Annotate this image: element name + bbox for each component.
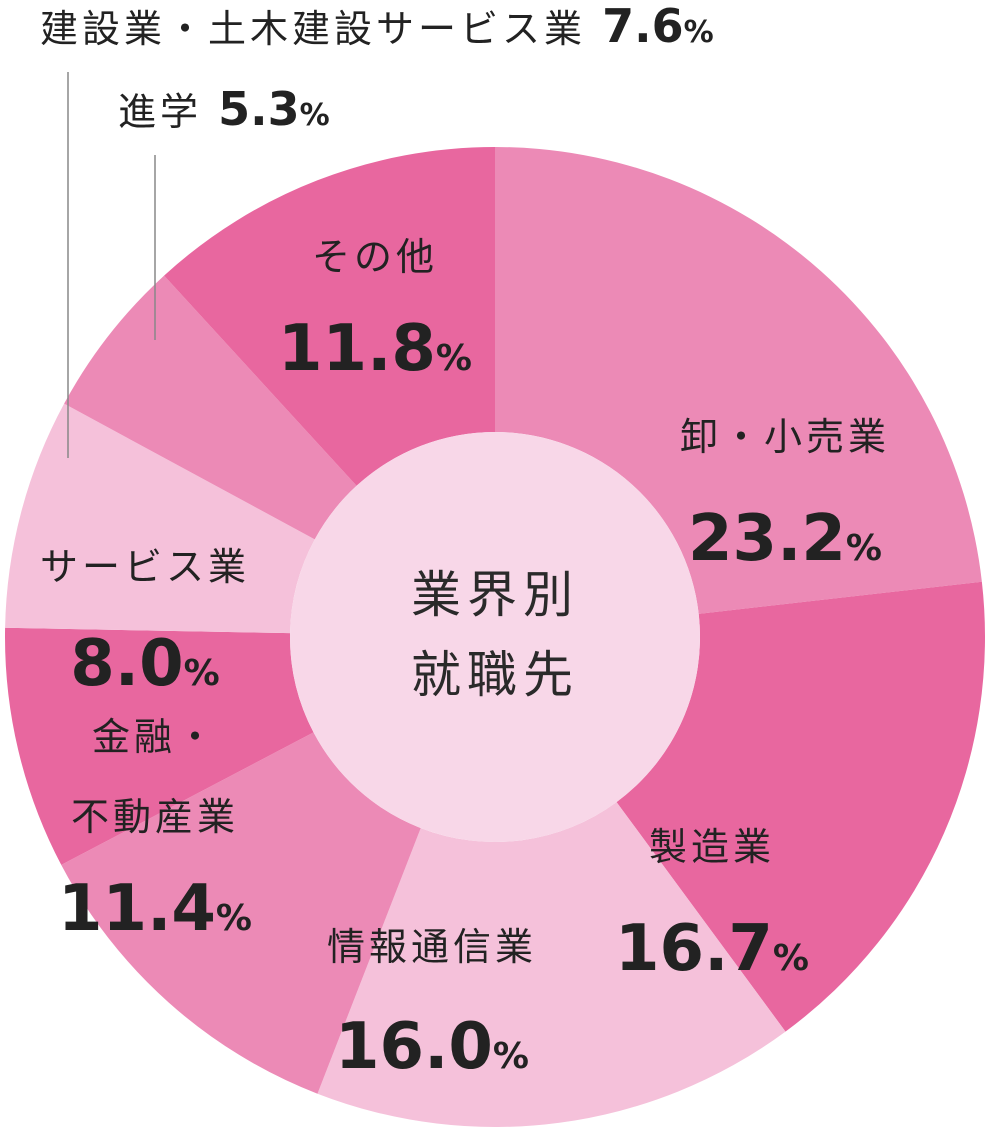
slice-category-4-line-1: 金融・ <box>92 715 218 759</box>
leader-lines-group <box>67 72 156 458</box>
slice-value-5: 8.0% <box>70 627 219 701</box>
slice-4 <box>61 732 421 1094</box>
slice-label-7: 進学 5.3% <box>118 82 330 136</box>
slice-category-8: その他 <box>312 235 438 279</box>
slice-value-4: 11.4% <box>58 872 252 946</box>
slice-category-5: サービス業 <box>40 545 250 589</box>
slices-group <box>4 147 985 1127</box>
slice-value-2: 16.7% <box>615 912 809 986</box>
slice-value-3: 16.0% <box>335 1010 529 1084</box>
slice-category-3: 情報通信業 <box>327 925 537 969</box>
slice-1 <box>495 147 982 614</box>
slice-value-6: 7.6 <box>602 0 684 53</box>
slice-value-8: 11.8% <box>278 312 472 386</box>
slice-3 <box>317 802 786 1127</box>
slice-6 <box>5 403 315 634</box>
slice-7 <box>64 275 357 540</box>
slice-category-4-line-2: 不動産業 <box>71 795 239 839</box>
slice-category-2: 製造業 <box>649 825 775 869</box>
center-label-line-1: 業界別 <box>411 566 579 624</box>
slice-category-1: 卸・小売業 <box>680 415 890 459</box>
slice-value-1: 23.2% <box>688 502 882 576</box>
center-label-line-2: 就職先 <box>411 646 579 704</box>
slice-labels-group: 卸・小売業 23.2% 製造業 16.7% 情報通信業 16.0% 金融・不動産業 11.4%… <box>40 0 890 1084</box>
slice-5 <box>4 627 314 865</box>
center-disc <box>290 432 700 842</box>
slice-2 <box>616 581 985 1032</box>
slice-label-6: 建設業・土木建設サービス業 7.6% <box>40 0 714 53</box>
slice-8 <box>164 147 496 486</box>
slice-value-7: 5.3 <box>218 82 300 136</box>
